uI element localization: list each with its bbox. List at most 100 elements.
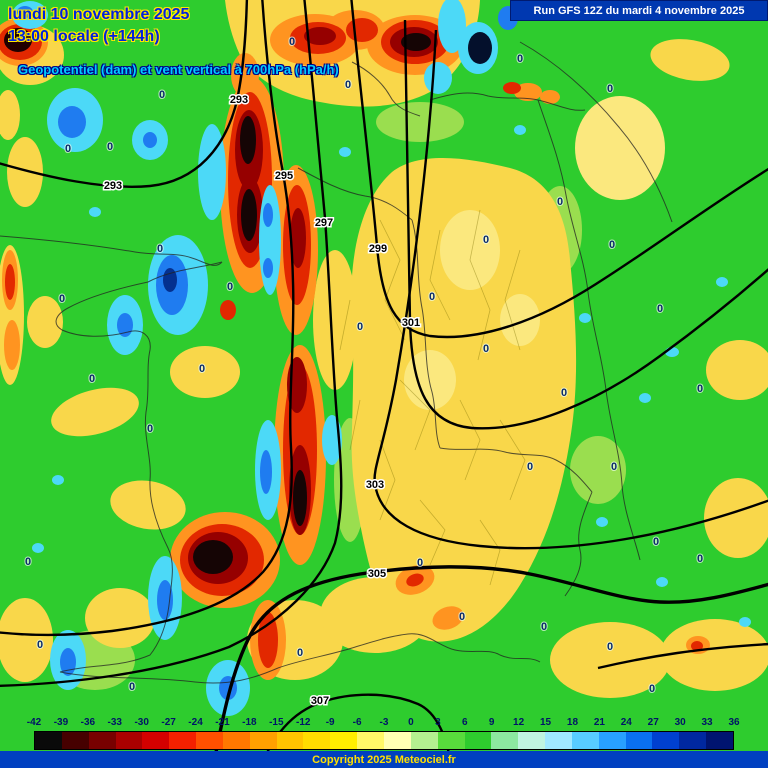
legend-tick: -39	[53, 717, 69, 728]
zero-isoline-label: 0	[199, 363, 205, 375]
zero-isoline-label: 0	[653, 536, 659, 548]
contour-label-layer: 293 293 295 297 299 301 303 305 307	[102, 93, 421, 709]
zero-isoline-label: 0	[65, 143, 71, 155]
date-label: lundi 10 novembre 2025	[8, 6, 190, 23]
legend-swatch	[491, 732, 519, 749]
legend-swatch	[303, 732, 331, 749]
legend-tick: -42	[26, 717, 42, 728]
time-label: 13:00 locale (+144h)	[8, 27, 160, 45]
zero-isoline-label: 0	[157, 243, 163, 255]
legend-swatch	[88, 732, 116, 749]
legend-tick: -30	[134, 717, 149, 728]
contour-label: 293	[230, 94, 248, 106]
contour-label: 301	[402, 317, 420, 329]
legend-tick: -27	[161, 717, 176, 728]
legend-swatch	[706, 732, 733, 749]
zero-label-layer: 0 0 0 0 0 0 0 0 0 0 0 0 0 0 0 0 0 0 0 0 0 0 0 0 0 0 0 0 0 0 0 0 0 0 0	[24, 35, 704, 696]
legend-color-bar	[34, 731, 734, 750]
zero-isoline-label: 0	[227, 281, 233, 293]
legend-tick: 27	[647, 717, 659, 728]
legend-tick: 33	[701, 717, 713, 728]
legend-swatch	[169, 732, 197, 749]
legend-swatch	[410, 732, 438, 749]
zero-isoline-label: 0	[561, 387, 567, 399]
legend-swatch	[330, 732, 358, 749]
contour-label: 305	[368, 568, 386, 580]
legend-swatch	[276, 732, 304, 749]
legend-tick: 0	[408, 717, 414, 728]
zero-isoline-label: 0	[107, 141, 113, 153]
legend-tick: -21	[215, 717, 230, 728]
zero-isoline-label: 0	[429, 291, 435, 303]
zero-isoline-label: 0	[297, 647, 303, 659]
legend-tick: 9	[488, 717, 495, 728]
legend-swatch	[222, 732, 250, 749]
legend-swatch	[142, 732, 170, 749]
legend-swatch	[115, 732, 143, 749]
legend-tick: -3	[379, 717, 389, 728]
zero-isoline-label: 0	[59, 293, 65, 305]
run-info-text: Run GFS 12Z du mardi 4 novembre 2025	[533, 4, 745, 17]
legend-swatch	[35, 732, 62, 749]
zero-isoline-label: 0	[345, 79, 351, 91]
legend-swatch	[545, 732, 572, 749]
contour-label: 299	[369, 243, 387, 255]
legend-swatch	[598, 732, 626, 749]
zero-isoline-label: 0	[517, 53, 523, 65]
legend-swatch	[625, 732, 653, 749]
legend-tick-labels: -42 -39 -36 -33 -30 -27 -24 -21 -18 -15 -12 -9 -6 -3 0…	[27, 717, 740, 730]
legend-tick: 30	[674, 717, 686, 728]
black-areas	[4, 28, 431, 574]
color-legend: -42 -39 -36 -33 -30 -27 -24 -21 -18 -15 -12 -9 -6 -3 0…	[27, 717, 740, 750]
contour-label: 295	[275, 170, 293, 182]
run-info-box: Run GFS 12Z du mardi 4 novembre 2025	[510, 0, 768, 21]
legend-swatch	[437, 732, 465, 749]
contour-label: 307	[311, 695, 329, 707]
legend-tick: 12	[513, 717, 525, 728]
zero-isoline-label: 0	[357, 321, 363, 333]
zero-isoline-label: 0	[483, 343, 489, 355]
copyright-text[interactable]: Copyright 2025 Meteociel.fr	[312, 753, 456, 766]
legend-swatch	[652, 732, 680, 749]
legend-tick: 24	[620, 717, 632, 728]
legend-tick: -15	[269, 717, 284, 728]
blue-areas	[17, 6, 518, 700]
legend-tick: 21	[593, 717, 605, 728]
zero-isoline-label: 0	[289, 36, 295, 48]
legend-swatch	[196, 732, 223, 749]
legend-tick: -9	[325, 717, 335, 728]
zero-isoline-label: 0	[609, 239, 615, 251]
zero-isoline-label: 0	[611, 461, 617, 473]
legend-tick: -12	[295, 717, 311, 728]
legend-swatch	[249, 732, 277, 749]
zero-isoline-label: 0	[159, 89, 165, 101]
legend-tick: -24	[188, 717, 203, 728]
border-lines	[0, 41, 673, 684]
zero-isoline-label: 0	[649, 683, 655, 695]
zero-isoline-label: 0	[483, 234, 489, 246]
parameter-label: Geopotentiel (dam) et vent vertical à 70…	[18, 62, 339, 78]
legend-tick: -6	[352, 717, 362, 728]
zero-isoline-label: 0	[607, 641, 613, 653]
legend-swatch	[383, 732, 411, 749]
legend-tick: -36	[80, 717, 96, 728]
legend-swatch	[61, 732, 89, 749]
copyright-bar: Copyright 2025 Meteociel.fr	[0, 751, 768, 768]
legend-tick: 18	[566, 717, 579, 728]
zero-isoline-label: 0	[129, 681, 135, 693]
zero-isoline-label: 0	[697, 383, 703, 395]
legend-tick: 6	[461, 717, 468, 728]
legend-swatch	[464, 732, 492, 749]
zero-isoline-label: 0	[557, 196, 563, 208]
zero-isoline-label: 0	[147, 423, 153, 435]
legend-swatch	[518, 732, 546, 749]
zero-isoline-label: 0	[459, 611, 465, 623]
legend-tick: 36	[728, 717, 740, 728]
legend-tick: 15	[539, 717, 552, 728]
contour-label: 303	[366, 479, 384, 491]
map-header: lundi 10 novembre 2025 13:00 locale (+14…	[8, 4, 339, 79]
legend-swatch	[357, 732, 384, 749]
zero-isoline-label: 0	[89, 373, 95, 385]
contour-label: 293	[104, 180, 122, 192]
